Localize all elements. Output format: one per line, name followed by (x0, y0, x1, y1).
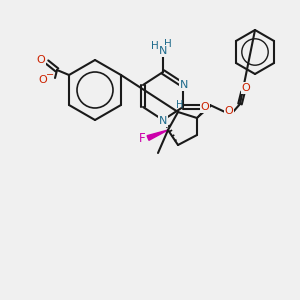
Text: O: O (242, 83, 250, 93)
Text: O: O (225, 106, 233, 116)
Text: H: H (151, 41, 159, 51)
Text: −: − (46, 70, 54, 80)
Text: N: N (180, 80, 188, 90)
Text: O: O (201, 102, 209, 112)
Text: N: N (159, 116, 167, 126)
Text: O: O (37, 55, 45, 65)
Polygon shape (197, 104, 211, 118)
Text: F: F (139, 131, 145, 145)
Text: O: O (39, 75, 47, 85)
Text: H: H (164, 39, 172, 49)
Polygon shape (147, 130, 168, 140)
Text: N: N (159, 46, 167, 56)
Text: H: H (176, 100, 184, 110)
